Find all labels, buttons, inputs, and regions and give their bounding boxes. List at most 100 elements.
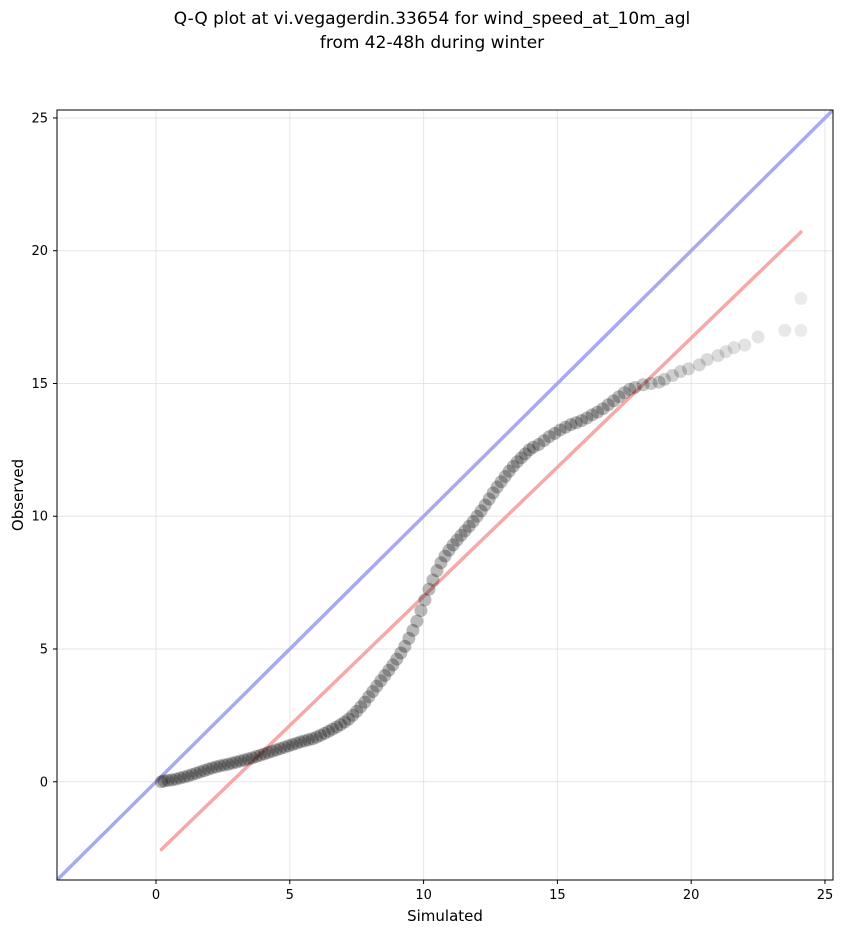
data-point [338, 715, 352, 729]
data-point [719, 345, 733, 359]
data-point [330, 720, 344, 734]
data-point [434, 556, 448, 570]
data-point [237, 753, 251, 767]
data-point [161, 773, 175, 787]
reference-lines [57, 110, 833, 880]
data-point [354, 700, 368, 714]
x-tick-label: 5 [286, 888, 294, 903]
data-point [298, 734, 312, 748]
data-point [302, 733, 316, 747]
data-point [652, 375, 666, 389]
data-point [273, 742, 287, 756]
data-point [673, 365, 687, 379]
data-point [342, 712, 356, 726]
data-point [553, 423, 567, 437]
data-point [446, 538, 460, 552]
data-point [537, 434, 551, 448]
data-point [366, 684, 380, 698]
data-point [665, 369, 679, 383]
data-point [430, 564, 444, 578]
data-point [334, 718, 348, 732]
data-point [494, 475, 508, 489]
data-point [657, 373, 671, 386]
data-point [314, 728, 328, 742]
data-point [414, 604, 428, 617]
data-point [502, 464, 516, 478]
data-point [154, 775, 168, 789]
data-point [241, 752, 255, 766]
data-point [386, 658, 400, 672]
data-point [591, 405, 605, 419]
data-point [711, 349, 725, 363]
data-point [526, 440, 540, 454]
data-point [596, 402, 610, 416]
data-point [310, 730, 324, 744]
data-point [522, 443, 536, 457]
data-point [394, 646, 408, 660]
data-point [506, 459, 520, 473]
data-point [518, 447, 532, 461]
data-point [617, 386, 631, 400]
data-point [794, 323, 808, 337]
data-point [628, 380, 642, 394]
data-point [474, 504, 488, 518]
data-point [462, 519, 476, 533]
data-point [478, 498, 492, 512]
data-point [532, 438, 546, 452]
data-point [438, 549, 452, 563]
chart-title-line-1: Q-Q plot at vi.vegagerdin.33654 for wind… [174, 9, 690, 29]
data-point [382, 663, 396, 677]
data-point [692, 358, 706, 372]
data-point [458, 524, 472, 538]
data-point [482, 492, 496, 506]
data-point [253, 748, 267, 762]
data-point [185, 768, 199, 782]
data-point [778, 323, 792, 337]
y-tick-label: 15 [31, 377, 48, 392]
data-point [189, 766, 203, 780]
data-point [498, 469, 512, 483]
data-point [751, 330, 765, 344]
data-point [548, 426, 562, 440]
x-tick-label: 15 [549, 888, 566, 903]
data-point [205, 761, 219, 775]
data-point [173, 771, 187, 785]
data-point [249, 750, 263, 764]
data-point [201, 762, 215, 776]
x-tick-label: 25 [817, 888, 834, 903]
data-point [558, 420, 572, 434]
plot-area-frame [56, 109, 834, 881]
data-point [358, 695, 372, 709]
data-point [269, 743, 283, 757]
data-point [398, 639, 412, 653]
data-point [410, 614, 424, 628]
data-point [378, 669, 392, 683]
data-point [738, 338, 752, 352]
data-point [418, 593, 432, 607]
data-point [466, 515, 480, 529]
data-point [257, 747, 271, 761]
data-point [374, 674, 388, 688]
data-points [154, 292, 808, 789]
data-point [406, 623, 420, 637]
data-point [318, 726, 332, 740]
data-point [607, 394, 621, 408]
data-point [346, 708, 360, 722]
data-point [636, 378, 650, 392]
data-point [177, 770, 191, 784]
data-point [213, 759, 227, 773]
data-point [221, 757, 235, 771]
data-point [700, 353, 714, 367]
data-point [157, 774, 171, 788]
data-point [245, 751, 259, 765]
y-tick-label: 0 [40, 775, 48, 790]
data-point [285, 738, 299, 752]
data-point [225, 756, 239, 770]
data-point [362, 690, 376, 704]
data-point [426, 573, 440, 587]
x-tick-label: 20 [683, 888, 700, 903]
data-point [390, 652, 404, 666]
data-point [794, 292, 808, 306]
y-tick-label: 5 [40, 643, 48, 658]
